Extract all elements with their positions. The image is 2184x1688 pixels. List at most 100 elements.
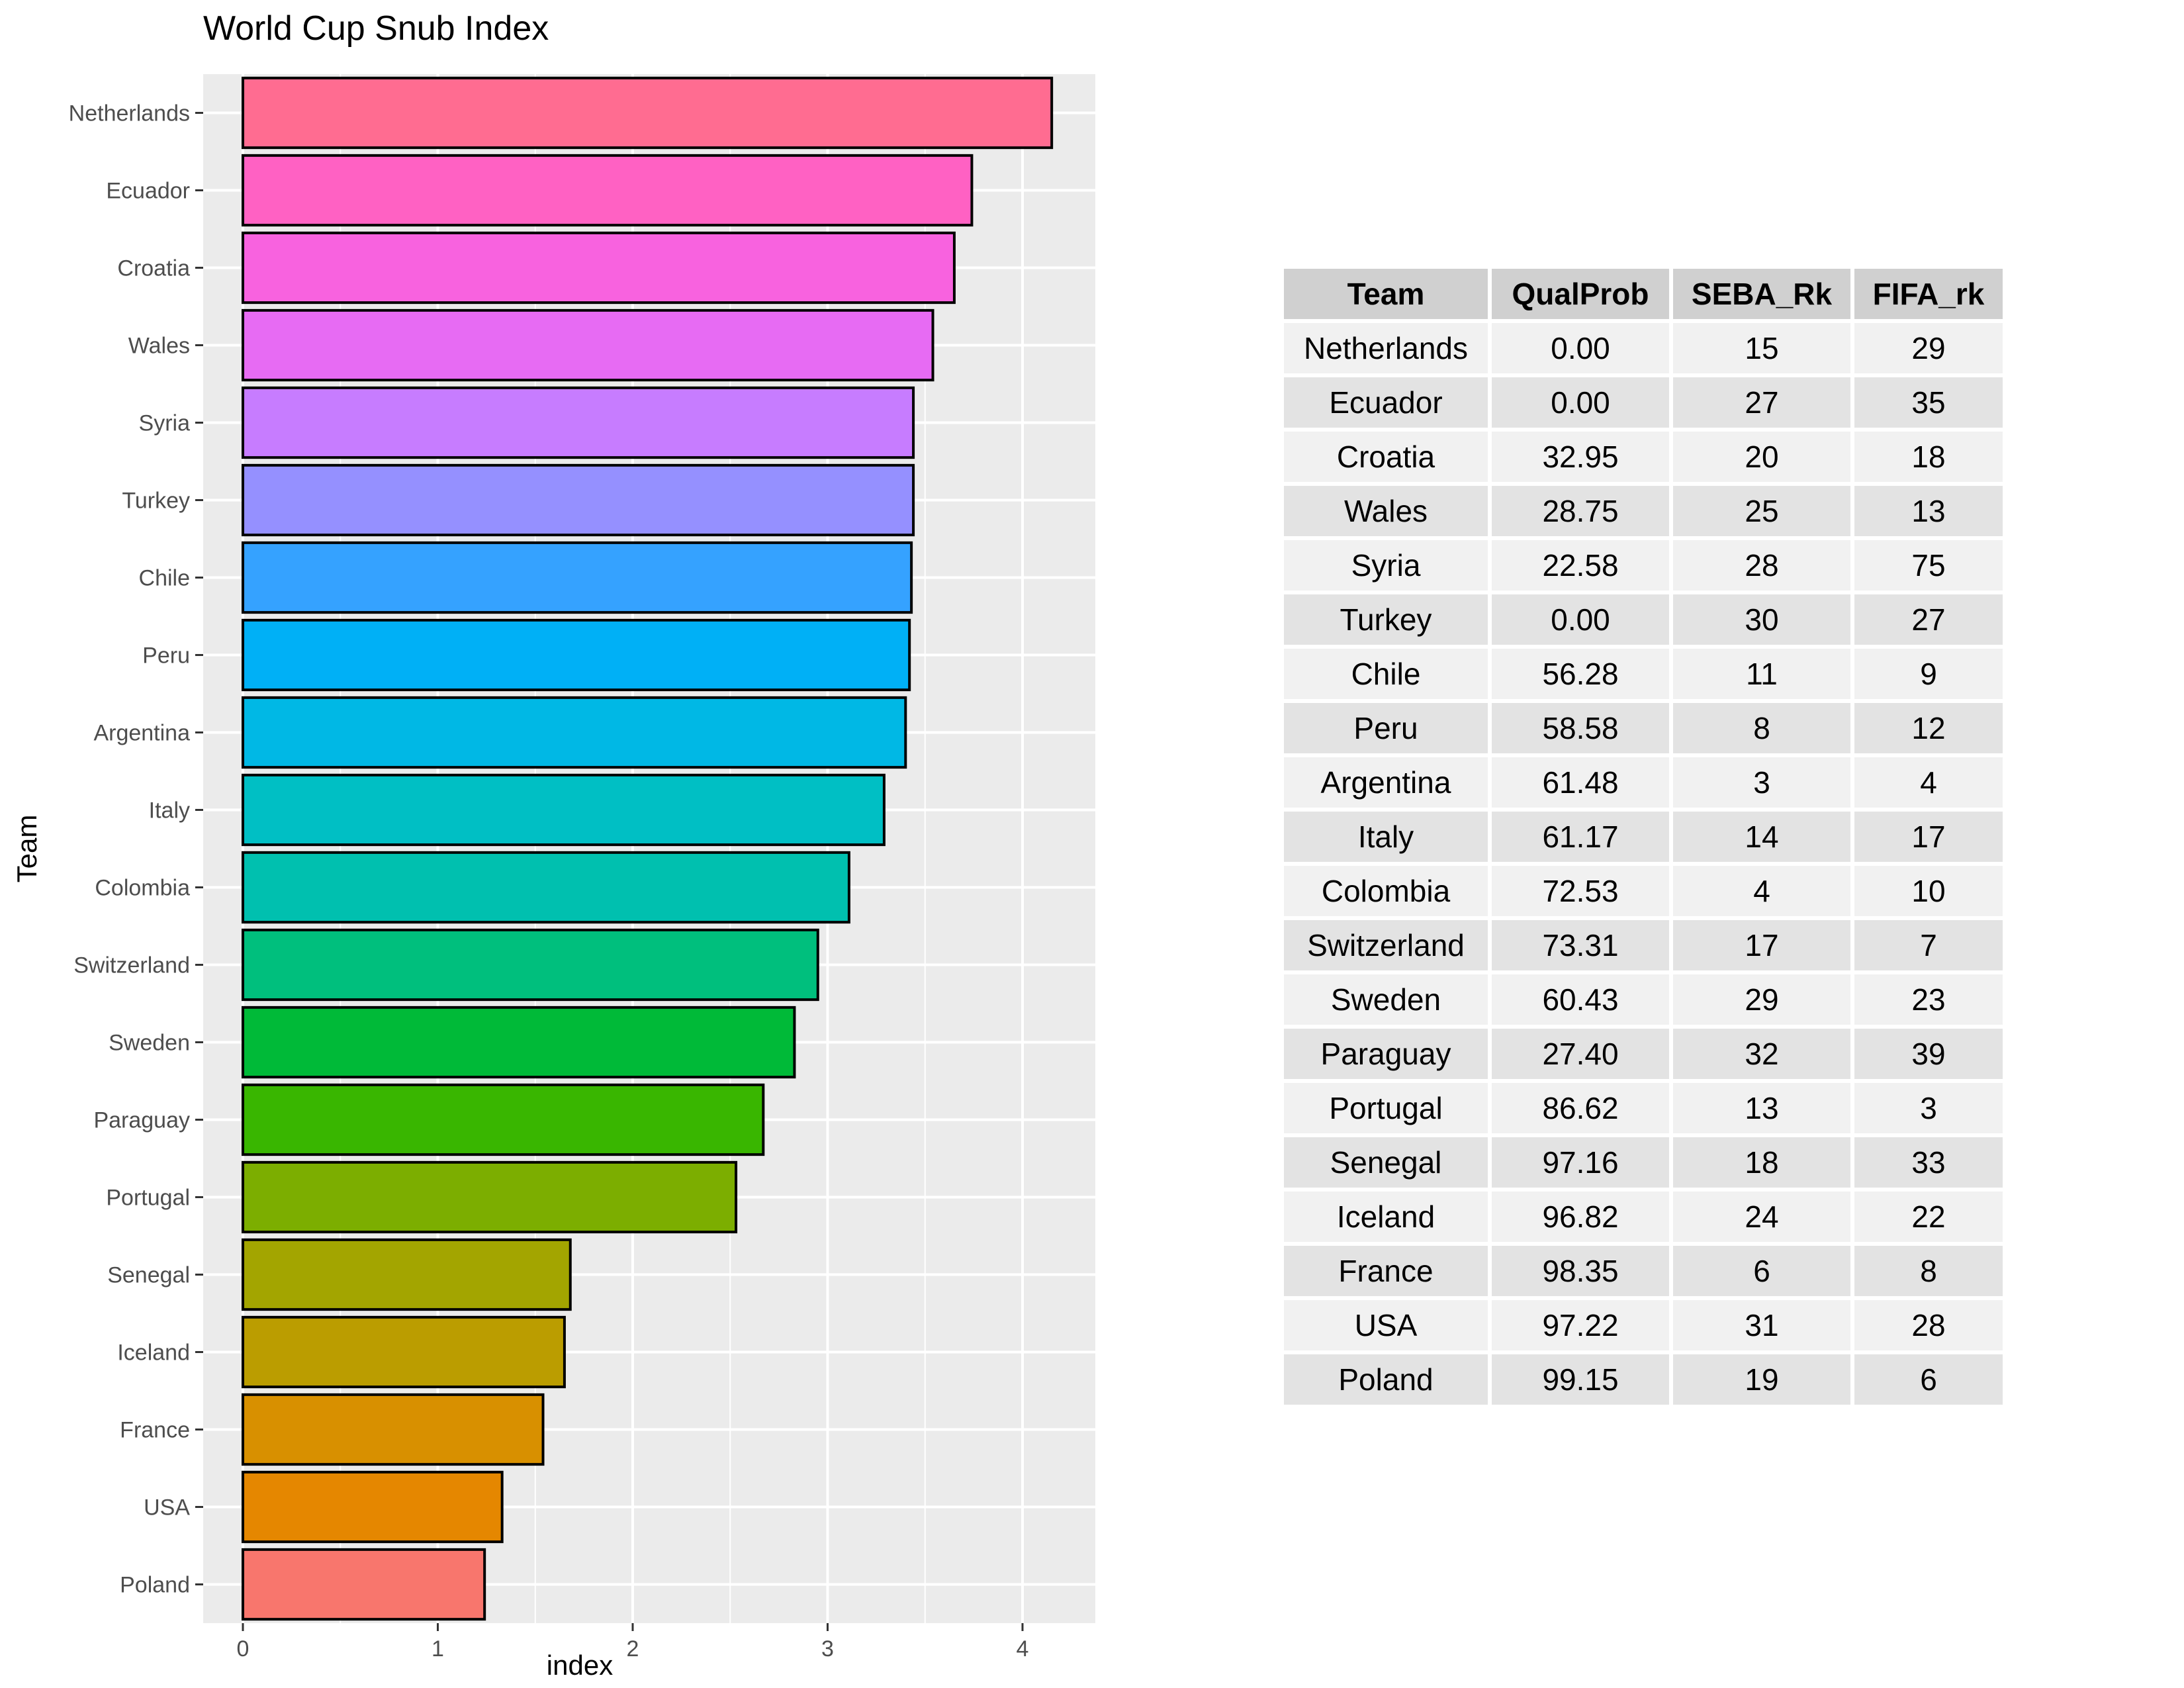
cell-fifa-rk: 39 (1854, 1029, 2003, 1079)
bar-wales (242, 308, 934, 382)
cell-qualprob: 73.31 (1492, 920, 1669, 970)
cell-qualprob: 58.58 (1492, 703, 1669, 753)
x-tick-label: 3 (821, 1636, 834, 1662)
cell-team: USA (1284, 1300, 1488, 1350)
cell-qualprob: 61.17 (1492, 812, 1669, 862)
cell-fifa-rk: 4 (1854, 757, 2003, 808)
cell-team: Chile (1284, 649, 1488, 699)
cell-seba-rk: 3 (1673, 757, 1850, 808)
x-tick-label: 0 (237, 1636, 250, 1662)
y-tick-label: Argentina (93, 721, 190, 746)
cell-qualprob: 0.00 (1492, 594, 1669, 645)
cell-qualprob: 72.53 (1492, 866, 1669, 916)
table-row: Croatia 32.95 20 18 (1284, 432, 2003, 482)
header-seba-rk: SEBA_Rk (1673, 269, 1850, 319)
cell-seba-rk: 17 (1673, 920, 1850, 970)
bar-italy (242, 773, 886, 847)
y-tick-label: Peru (142, 643, 190, 669)
y-tick-label: Italy (149, 798, 190, 823)
cell-team: Syria (1284, 540, 1488, 590)
cell-team: Italy (1284, 812, 1488, 862)
cell-team: Iceland (1284, 1192, 1488, 1242)
cell-qualprob: 96.82 (1492, 1192, 1669, 1242)
cell-seba-rk: 27 (1673, 377, 1850, 428)
y-tick-label: Croatia (117, 256, 190, 281)
cell-seba-rk: 19 (1673, 1354, 1850, 1405)
cell-fifa-rk: 7 (1854, 920, 2003, 970)
cell-seba-rk: 24 (1673, 1192, 1850, 1242)
y-axis-title: Team (11, 815, 42, 883)
y-tick-label: Ecuador (106, 179, 190, 204)
cell-seba-rk: 29 (1673, 974, 1850, 1025)
y-tick-label: Wales (128, 334, 190, 359)
table-row: Iceland 96.82 24 22 (1284, 1192, 2003, 1242)
cell-fifa-rk: 35 (1854, 377, 2003, 428)
cell-qualprob: 99.15 (1492, 1354, 1669, 1405)
cell-fifa-rk: 13 (1854, 486, 2003, 536)
table-row: Senegal 97.16 18 33 (1284, 1137, 2003, 1188)
cell-team: Netherlands (1284, 323, 1488, 373)
x-axis-ticks: 0 1 2 3 4 (237, 1623, 1029, 1662)
cell-qualprob: 56.28 (1492, 649, 1669, 699)
cell-seba-rk: 14 (1673, 812, 1850, 862)
y-tick-label: Chile (139, 566, 190, 591)
bar-peru (242, 618, 911, 692)
cell-seba-rk: 6 (1673, 1246, 1850, 1296)
table-row: Syria 22.58 28 75 (1284, 540, 2003, 590)
bar-senegal (242, 1238, 572, 1311)
y-tick-label: Poland (120, 1573, 190, 1598)
y-tick-label: France (120, 1418, 190, 1443)
cell-team: Sweden (1284, 974, 1488, 1025)
cell-qualprob: 27.40 (1492, 1029, 1669, 1079)
bar-switzerland (242, 928, 819, 1002)
x-tick-label: 1 (432, 1636, 444, 1662)
cell-qualprob: 86.62 (1492, 1083, 1669, 1133)
cell-qualprob: 0.00 (1492, 323, 1669, 373)
cell-seba-rk: 32 (1673, 1029, 1850, 1079)
header-team: Team (1284, 269, 1488, 319)
cell-team: Paraguay (1284, 1029, 1488, 1079)
plot-panel (203, 74, 1095, 1623)
bar-portugal (242, 1160, 738, 1234)
bar-chile (242, 541, 913, 614)
table-body: Netherlands 0.00 15 29 Ecuador 0.00 27 35 Croati… (1284, 323, 2003, 1405)
y-tick-label: Iceland (117, 1340, 190, 1366)
cell-team: Senegal (1284, 1137, 1488, 1188)
table-row: Colombia 72.53 4 10 (1284, 866, 2003, 916)
y-tick-label: Syria (139, 411, 191, 436)
header-fifa-rk: FIFA_rk (1854, 269, 2003, 319)
y-tick-label: Colombia (95, 876, 190, 901)
cell-qualprob: 22.58 (1492, 540, 1669, 590)
cell-qualprob: 61.48 (1492, 757, 1669, 808)
table-row: Peru 58.58 8 12 (1284, 703, 2003, 753)
cell-qualprob: 97.16 (1492, 1137, 1669, 1188)
y-tick-label: Portugal (106, 1186, 190, 1211)
cell-qualprob: 28.75 (1492, 486, 1669, 536)
cell-qualprob: 98.35 (1492, 1246, 1669, 1296)
table-row: Wales 28.75 25 13 (1284, 486, 2003, 536)
cell-seba-rk: 15 (1673, 323, 1850, 373)
bar-croatia (242, 231, 956, 305)
cell-qualprob: 97.22 (1492, 1300, 1669, 1350)
cell-fifa-rk: 6 (1854, 1354, 2003, 1405)
table-row: USA 97.22 31 28 (1284, 1300, 2003, 1350)
cell-fifa-rk: 3 (1854, 1083, 2003, 1133)
x-tick-label: 2 (627, 1636, 639, 1662)
y-tick-label: USA (144, 1495, 190, 1521)
cell-fifa-rk: 12 (1854, 703, 2003, 753)
x-tick-label: 4 (1017, 1636, 1029, 1662)
cell-fifa-rk: 75 (1854, 540, 2003, 590)
bars (242, 76, 1054, 1621)
cell-team: Peru (1284, 703, 1488, 753)
cell-seba-rk: 13 (1673, 1083, 1850, 1133)
y-axis-ticks: Netherlands Ecuador Croatia Wales Syria Turke… (69, 101, 203, 1598)
cell-team: Argentina (1284, 757, 1488, 808)
cell-seba-rk: 8 (1673, 703, 1850, 753)
y-tick-label: Senegal (107, 1263, 190, 1288)
table-row: Chile 56.28 11 9 (1284, 649, 2003, 699)
bar-turkey (242, 463, 915, 537)
cell-fifa-rk: 27 (1854, 594, 2003, 645)
bar-poland (242, 1548, 486, 1621)
bar-france (242, 1393, 545, 1466)
